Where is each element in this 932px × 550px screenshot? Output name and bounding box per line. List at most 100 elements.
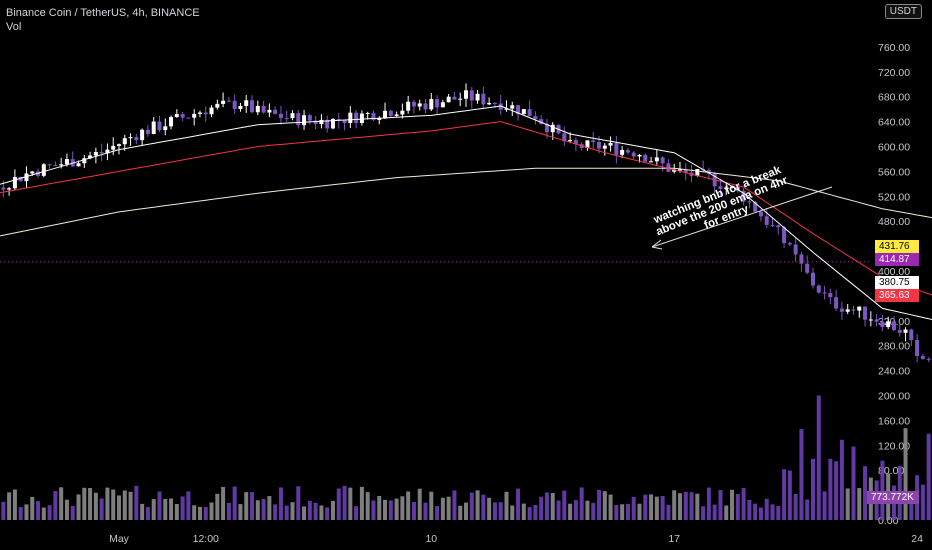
candle-body xyxy=(446,96,451,103)
volume-bar xyxy=(117,495,121,520)
candle-body xyxy=(764,216,769,225)
volume-bar xyxy=(562,490,567,520)
candle-body xyxy=(631,152,636,157)
candle-body xyxy=(238,105,243,109)
candle-body xyxy=(891,321,896,331)
volume-bar xyxy=(18,507,23,520)
volume-bar xyxy=(325,507,330,520)
volume-bar xyxy=(672,490,677,520)
volume-bar xyxy=(909,496,914,520)
candle-body xyxy=(383,110,388,119)
volume-bar xyxy=(145,507,150,520)
volume-bar xyxy=(267,496,272,520)
candle-body xyxy=(47,164,52,166)
volume-bar xyxy=(59,487,64,520)
volume-bar xyxy=(423,502,428,520)
candle-body xyxy=(209,107,214,115)
volume-bar xyxy=(556,500,561,520)
time-axis-label: 12:00 xyxy=(193,533,219,545)
candle-body xyxy=(151,121,156,135)
candle-body xyxy=(481,93,486,105)
candle-body xyxy=(793,244,798,255)
price-axis-label: 480.00 xyxy=(878,216,910,228)
volume-bar xyxy=(857,488,862,520)
volume-bar xyxy=(504,491,509,520)
ema200-line xyxy=(0,167,932,237)
volume-bar xyxy=(527,507,532,520)
volume-bar xyxy=(851,446,856,520)
volume-bar xyxy=(440,497,445,520)
volume-bar xyxy=(88,487,93,520)
candle-body xyxy=(59,164,64,166)
volume-bar xyxy=(359,486,364,520)
volume-bar xyxy=(533,504,538,520)
candle-body xyxy=(255,105,260,113)
candle-body xyxy=(273,109,278,114)
volume-bar xyxy=(591,503,596,520)
volume-bar xyxy=(568,503,573,520)
candle-body xyxy=(897,330,902,333)
volume-bar xyxy=(602,491,607,520)
candle-body xyxy=(863,306,868,320)
volume-bar xyxy=(539,496,544,520)
candle-body xyxy=(30,171,35,174)
candle-body xyxy=(354,112,359,123)
candle-body xyxy=(278,113,283,119)
volume-bar xyxy=(7,492,12,520)
candle-body xyxy=(625,150,630,153)
volume-bar xyxy=(683,491,688,520)
currency-badge[interactable]: USDT xyxy=(884,4,922,19)
ema-fast-line xyxy=(0,105,932,320)
candle-body xyxy=(330,118,335,129)
price-axis-label: 760.00 xyxy=(878,42,910,54)
candle-body xyxy=(307,115,312,121)
volume-bar xyxy=(244,492,249,520)
candle-body xyxy=(510,105,515,109)
volume-bar xyxy=(400,496,405,520)
volume-bar xyxy=(435,506,440,520)
volume-bar xyxy=(920,484,925,520)
time-axis-label: May xyxy=(109,533,130,545)
volume-legend[interactable]: Vol xyxy=(6,21,22,33)
candle-body xyxy=(614,142,619,155)
candle-body xyxy=(180,114,185,118)
volume-bar xyxy=(82,487,87,520)
candle-body xyxy=(452,96,457,100)
candle-body xyxy=(440,102,445,108)
volume-bar xyxy=(302,506,307,520)
volume-bar xyxy=(787,470,792,520)
volume-bar xyxy=(458,505,463,520)
candle-body xyxy=(140,129,145,141)
candle-body xyxy=(250,100,255,113)
volume-bar xyxy=(348,487,353,520)
ema-mid-line xyxy=(0,121,932,296)
volume-bar xyxy=(313,502,318,520)
volume-bar xyxy=(209,502,214,520)
candle-body xyxy=(666,163,671,172)
candle-body xyxy=(672,169,677,172)
volume-bar xyxy=(388,500,393,520)
candle-body xyxy=(649,161,654,163)
candle-body xyxy=(261,105,266,113)
volume-bar xyxy=(689,492,694,520)
volume-bar xyxy=(660,495,665,520)
price-axis-label: 600.00 xyxy=(878,142,910,154)
volume-bar xyxy=(631,496,636,520)
volume-bar xyxy=(70,506,75,520)
candle-body xyxy=(620,150,625,155)
candle-body xyxy=(544,123,549,133)
volume-bar xyxy=(608,494,613,520)
symbol-title[interactable]: Binance Coin / TetherUS, 4h, BINANCE xyxy=(6,7,200,19)
volume-bar xyxy=(695,493,700,520)
volume-bar xyxy=(12,489,17,520)
annotation-arrow xyxy=(651,186,833,248)
candle-body xyxy=(417,103,422,107)
candle-body xyxy=(591,140,596,142)
candle-body xyxy=(169,117,174,127)
volume-tag: 773.772K xyxy=(867,491,919,504)
price-tag-ema-mid: 365.63 xyxy=(875,289,919,302)
candle-body xyxy=(157,121,162,131)
candle-body xyxy=(562,133,567,142)
time-axis-label: 10 xyxy=(425,533,437,545)
